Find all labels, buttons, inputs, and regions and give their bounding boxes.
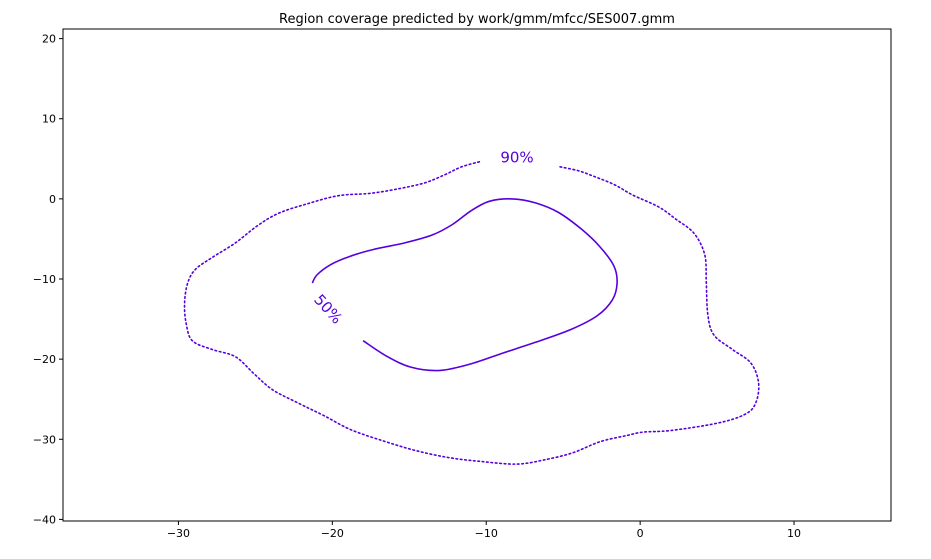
x-tick-label: −20: [321, 527, 344, 540]
axes-frame: [62, 28, 892, 522]
contour-label-50pct: 50%: [310, 291, 346, 328]
y-tick-label: −40: [33, 513, 56, 526]
chart-title: Region coverage predicted by work/gmm/mf…: [279, 12, 675, 27]
x-tick-label: −10: [475, 527, 498, 540]
y-tick-label: 10: [42, 113, 56, 126]
x-tick-label: 10: [787, 527, 801, 540]
contour-line-50pct: [311, 198, 618, 372]
x-tick-label: −30: [167, 527, 190, 540]
contour-label-90pct: 90%: [500, 149, 533, 167]
plot-area: −30 −20 −10 0 10 20 10 0 −10 −20 −30 −40 50% 90%: [33, 28, 892, 540]
y-tick-label: 20: [42, 33, 56, 46]
contour-line-90pct: [183, 160, 760, 465]
y-tick-label: −20: [33, 353, 56, 366]
x-tick-label: 0: [637, 527, 644, 540]
y-tick-label: −30: [33, 433, 56, 446]
y-tick-label: 0: [49, 193, 56, 206]
y-tick-label: −10: [33, 273, 56, 286]
